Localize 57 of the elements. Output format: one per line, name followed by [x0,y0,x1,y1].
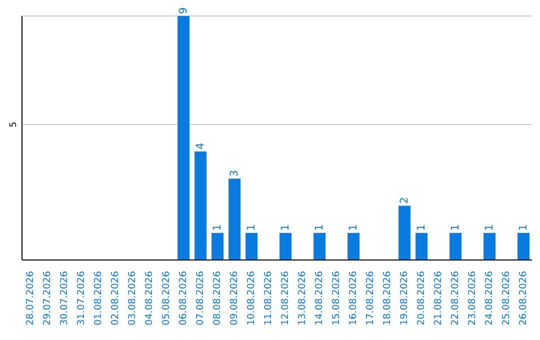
data-label: 1 [314,224,326,231]
x-tick-label: 21.08.2026 [433,271,444,326]
bar [398,206,411,260]
x-tick-label: 06.08.2026 [178,271,189,326]
bar [246,232,258,260]
bar [178,16,190,260]
x-tick-label: 11.08.2026 [263,271,274,326]
x-tick-label: 04.08.2026 [144,271,155,326]
data-label: 1 [246,224,258,231]
x-tick-label: 29.07.2026 [42,271,53,326]
bar [348,232,360,260]
data-label: 4 [194,142,207,150]
bar [484,232,496,260]
x-tick-label: 18.08.2026 [382,271,393,326]
x-tick-label: 08.08.2026 [212,271,223,326]
x-tick-label: 30.07.2026 [59,271,70,326]
data-label: 1 [212,224,224,231]
x-tick-label: 05.08.2026 [161,271,172,326]
data-label: 1 [280,224,292,231]
x-tick-label: 03.08.2026 [127,271,138,326]
data-label: 1 [484,224,496,231]
x-tick-label: 10.08.2026 [246,271,257,326]
data-label: 1 [518,224,530,231]
x-tick-label: 14.08.2026 [314,271,325,326]
x-tick-label: 26.08.2026 [518,271,529,326]
bar [416,232,428,260]
data-label: 3 [228,170,241,177]
x-tick-label: 31.07.2026 [76,271,87,326]
data-label: 1 [416,224,428,231]
x-tick-label: 25.08.2026 [501,271,512,326]
x-tick-label: 24.08.2026 [484,271,495,326]
x-tick-label: 15.08.2026 [331,271,342,326]
x-tick-label: 07.08.2026 [195,271,206,326]
bar [450,232,462,260]
x-tick-label: 23.08.2026 [467,271,478,326]
data-label: 1 [348,224,360,231]
x-tick-label: 20.08.2026 [416,271,427,326]
bar [280,232,292,260]
data-label: 9 [178,7,190,14]
y-tick-label: 5 [9,122,19,128]
x-tick-label: 17.08.2026 [365,271,376,326]
x-tick-label: 22.08.2026 [450,271,461,326]
x-tick-label: 01.08.2026 [93,271,104,326]
bar [518,232,530,260]
bar [228,178,241,260]
bar [194,152,207,260]
data-label: 1 [450,224,462,231]
x-tick-label: 12.08.2026 [280,271,291,326]
x-tick-label: 09.08.2026 [229,271,240,326]
x-tick-label: 28.07.2026 [25,271,36,326]
bar [314,232,326,260]
x-tick-label: 19.08.2026 [399,271,410,326]
x-tick-label: 16.08.2026 [348,271,359,326]
bar [212,232,224,260]
x-tick-label: 13.08.2026 [297,271,308,326]
x-tick-label: 02.08.2026 [110,271,121,326]
data-label: 2 [398,197,411,204]
